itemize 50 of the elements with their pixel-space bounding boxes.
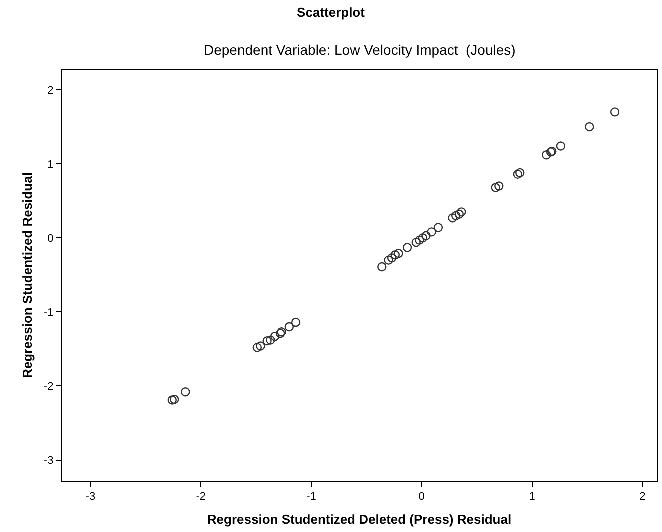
- point: [513, 170, 523, 180]
- y-tick-label: -1: [44, 307, 54, 320]
- point: [516, 168, 525, 178]
- x-tick-label: -2: [196, 491, 206, 504]
- point: [610, 108, 620, 117]
- x-axis-title: Regression Studentized Deleted (Press) Residual: [207, 512, 512, 527]
- point: [168, 396, 177, 405]
- point: [412, 238, 421, 248]
- chart-subtitle: Dependent Variable: Low Velocity Impact (Joules): [204, 42, 516, 58]
- point: [284, 322, 294, 332]
- y-tick-label: -3: [44, 455, 54, 468]
- point: [387, 254, 397, 263]
- point: [170, 394, 180, 404]
- point: [422, 231, 431, 240]
- x-tick-label: 0: [418, 491, 425, 504]
- x-tick-label: 1: [529, 491, 536, 504]
- point: [457, 208, 466, 217]
- point: [542, 150, 552, 160]
- y-tick-label: 1: [48, 158, 54, 171]
- point: [384, 256, 394, 265]
- point: [252, 343, 262, 352]
- point: [402, 243, 412, 252]
- point: [390, 250, 400, 260]
- point: [491, 183, 500, 192]
- point: [415, 236, 424, 245]
- point: [266, 336, 276, 345]
- y-tick-label: 2: [48, 84, 54, 97]
- point: [378, 262, 387, 272]
- point: [291, 318, 301, 328]
- point: [585, 122, 594, 132]
- point: [262, 336, 272, 346]
- y-tick-label: -2: [44, 381, 54, 394]
- x-tick-label: 2: [640, 491, 646, 504]
- point: [494, 182, 504, 191]
- point: [418, 234, 428, 243]
- y-axis-title: Regression Studentized Residual: [20, 172, 35, 378]
- point: [448, 214, 458, 223]
- point: [427, 228, 436, 237]
- point: [181, 388, 190, 397]
- point: [394, 249, 404, 258]
- x-tick-label: -1: [306, 491, 316, 504]
- point: [270, 332, 280, 342]
- point: [556, 142, 566, 151]
- point: [451, 211, 461, 220]
- chart-title: Scatterplot: [297, 5, 366, 20]
- point: [434, 223, 444, 232]
- x-tick-label: -3: [86, 491, 96, 504]
- point: [454, 210, 464, 220]
- point: [256, 342, 266, 351]
- y-tick-label: 0: [48, 232, 54, 245]
